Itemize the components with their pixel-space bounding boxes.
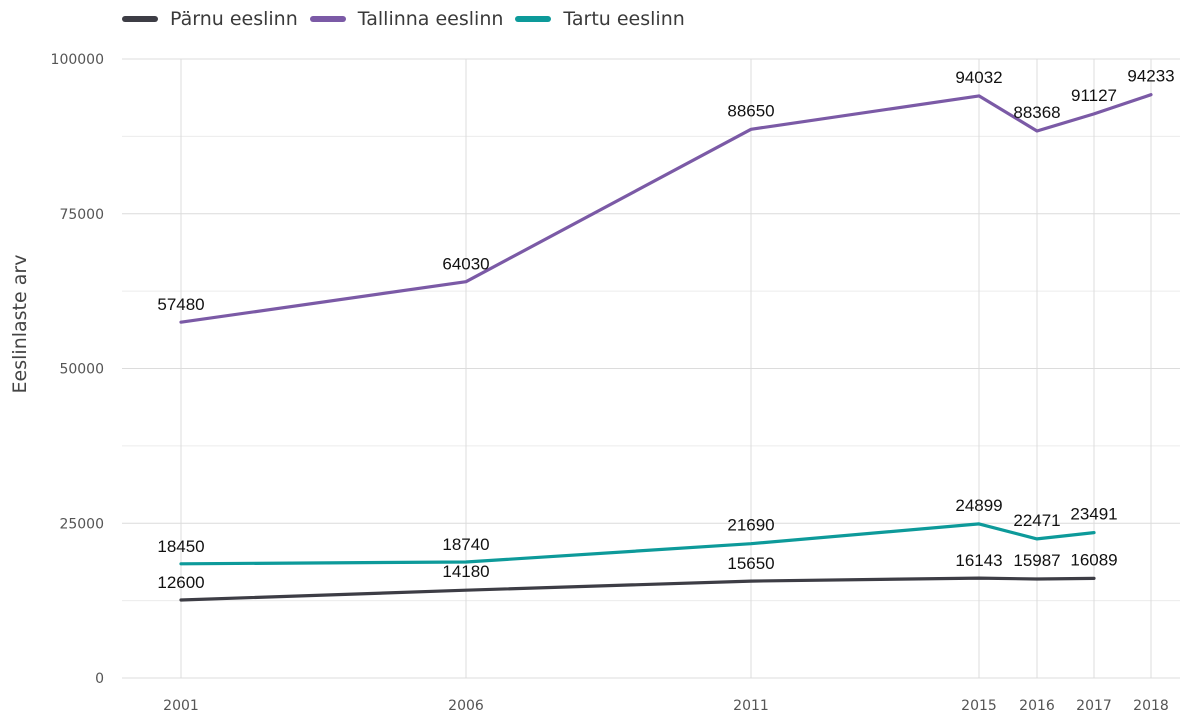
grid-minor-lines	[122, 135, 1180, 602]
x-tick-label: 2018	[1133, 698, 1169, 713]
legend-swatch-parnu	[122, 16, 158, 22]
x-tick-label: 2015	[961, 698, 997, 713]
x-tick-label: 2017	[1076, 698, 1112, 713]
series-lines	[179, 93, 1153, 602]
data-label: 21690	[727, 516, 774, 535]
data-label: 16089	[1070, 550, 1117, 569]
x-axis-ticks: 2001 2006 2011 2015 2016 2017 2018	[163, 698, 1169, 713]
data-label: 18450	[157, 537, 204, 556]
data-label: 18740	[442, 535, 489, 554]
data-label: 94032	[955, 68, 1002, 87]
legend-label-parnu: Pärnu eeslinn	[170, 8, 298, 30]
data-label: 24899	[955, 496, 1002, 515]
series-line-tartu	[179, 522, 1096, 566]
series-line-parnu	[179, 576, 1096, 602]
data-label: 23491	[1070, 505, 1117, 524]
x-tick-label: 2011	[733, 698, 769, 713]
data-label: 22471	[1013, 511, 1060, 530]
legend-swatch-tallinna	[309, 16, 346, 22]
y-axis-ticks: 0 25000 50000 75000 100000	[51, 52, 104, 687]
data-label: 14180	[442, 562, 489, 581]
x-tick-label: 2016	[1019, 698, 1055, 713]
grid-major-lines	[122, 58, 1180, 679]
x-tick-label: 2006	[448, 698, 484, 713]
data-label: 12600	[157, 573, 204, 592]
y-tick-label: 0	[95, 671, 104, 687]
legend-item-tallinna: Tallinna eeslinn	[309, 8, 504, 30]
data-label: 15987	[1013, 551, 1060, 570]
data-label: 91127	[1071, 86, 1117, 105]
data-label: 16143	[955, 551, 1002, 570]
series-line-tallinna	[179, 93, 1153, 324]
data-label: 57480	[157, 295, 204, 314]
legend-swatch-tartu	[515, 16, 552, 22]
chart-legend: Pärnu eeslinn Tallinna eeslinn Tartu ees…	[122, 8, 697, 30]
legend-label-tartu: Tartu eeslinn	[563, 8, 685, 30]
legend-item-tartu: Tartu eeslinn	[515, 8, 685, 30]
data-label: 94233	[1127, 67, 1174, 86]
data-labels: 12600 14180 15650 16143 15987 16089 57480 64030…	[157, 67, 1174, 592]
data-label: 88368	[1013, 103, 1060, 122]
data-label: 88650	[727, 101, 774, 120]
y-tick-label: 50000	[59, 362, 104, 378]
y-tick-label: 100000	[51, 52, 104, 68]
y-tick-label: 25000	[59, 516, 104, 532]
legend-label-tallinna: Tallinna eeslinn	[357, 8, 504, 30]
data-label: 15650	[727, 554, 774, 573]
x-tick-label: 2001	[163, 698, 199, 713]
y-tick-label: 75000	[59, 207, 104, 223]
data-label: 64030	[442, 255, 489, 274]
y-axis-title: Eeslinlaste arv	[9, 255, 31, 394]
legend-item-parnu: Pärnu eeslinn	[122, 8, 298, 30]
